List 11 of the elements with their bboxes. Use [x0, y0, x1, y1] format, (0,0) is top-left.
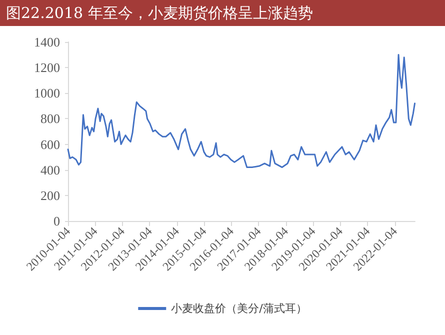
y-tick-label: 1200 [34, 60, 60, 76]
y-tick-label: 800 [40, 111, 60, 126]
legend-label: 小麦收盘价（美分/蒲式耳） [171, 302, 307, 315]
y-tick-label: 0 [54, 214, 60, 228]
y-tick-label: 400 [40, 162, 60, 178]
y-tick-label: 600 [40, 136, 60, 152]
y-tick-label: 1000 [34, 86, 60, 101]
y-tick-label: 200 [40, 188, 60, 203]
chart-title: 图22.2018 年至今，小麦期货价格呈上涨趋势 [0, 0, 445, 26]
line-series [67, 54, 416, 168]
y-tick-label: 1400 [34, 34, 60, 50]
